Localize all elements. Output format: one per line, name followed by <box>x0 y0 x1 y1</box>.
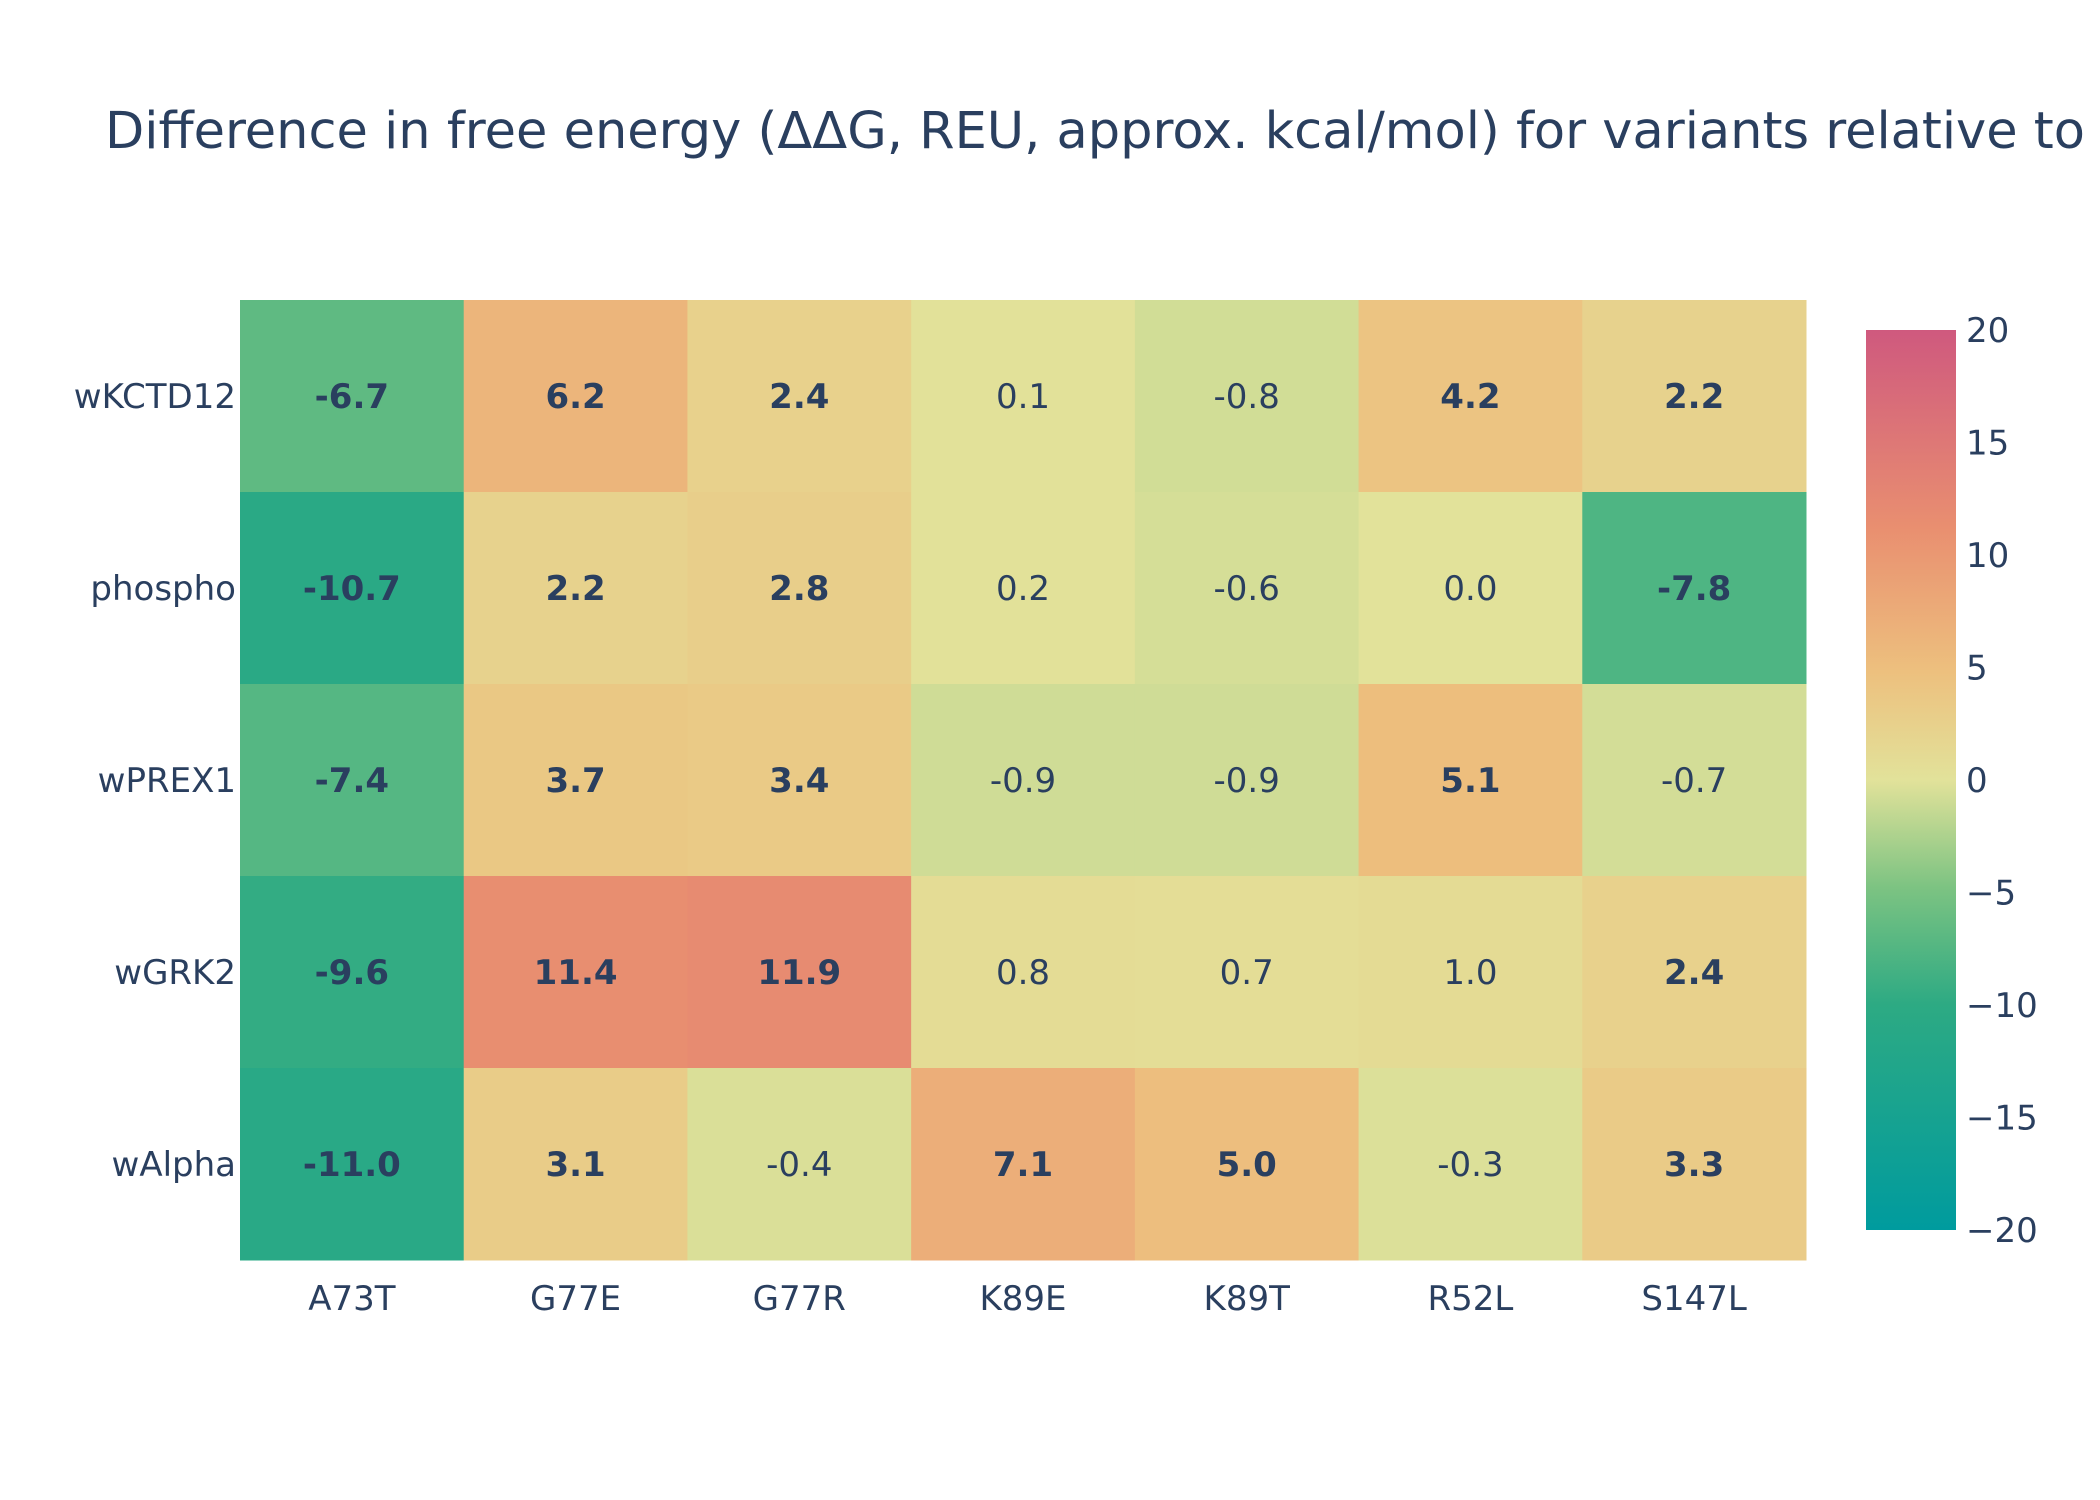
heatmap-cell-label: 2.8 <box>769 569 829 609</box>
heatmap-cell-label: 0.7 <box>1220 953 1274 993</box>
colorbar-tick-label: 15 <box>1966 424 2009 464</box>
heatmap-cell-label: -0.6 <box>1214 569 1280 609</box>
heatmap-cell <box>1134 492 1360 685</box>
y-axis-tick-labels: wKCTD12 phospho wPREX1 wGRK2 wAlpha <box>74 377 236 1185</box>
heatmap-cell-label: 3.4 <box>769 761 829 801</box>
y-tick-label: wAlpha <box>112 1145 236 1185</box>
heatmap-cell <box>463 876 688 1069</box>
heatmap-cell <box>687 300 912 493</box>
heatmap-cell <box>1582 300 1807 493</box>
heatmap-cell-label: 0.2 <box>996 569 1050 609</box>
heatmap-cell-label: -6.7 <box>315 377 389 417</box>
heatmap-cell <box>911 876 1136 1069</box>
heatmap-cell <box>1358 492 1583 685</box>
colorbar-tick-label: 20 <box>1966 311 2009 351</box>
heatmap-cell <box>240 300 465 493</box>
heatmap-cell-label: 1.0 <box>1443 953 1497 993</box>
colorbar-tick-labels: 20 15 10 5 0 −5 −10 −15 −20 <box>1966 311 2038 1251</box>
heatmap-cell-label: -10.7 <box>303 569 401 609</box>
heatmap-cell <box>1134 684 1360 877</box>
colorbar-tick-label: 0 <box>1966 761 1988 801</box>
heatmap-cell-label: 3.1 <box>545 1145 605 1185</box>
x-tick-label: K89E <box>979 1279 1066 1319</box>
heatmap-cell-label: 11.4 <box>534 953 618 993</box>
heatmap-cell <box>911 492 1136 685</box>
colorbar-tick-label: −10 <box>1966 986 2038 1026</box>
heatmap-cell-label: -11.0 <box>303 1145 401 1185</box>
heatmap-cell-label: -9.6 <box>315 953 389 993</box>
heatmap-cell <box>687 684 912 877</box>
heatmap-cell-label: 2.4 <box>1664 953 1724 993</box>
y-tick-label: wKCTD12 <box>74 377 236 417</box>
chart-title: Difference in free energy (ΔΔG, REU, app… <box>105 102 2085 161</box>
heatmap-cell <box>1134 1068 1360 1261</box>
heatmap-cell <box>240 1068 465 1261</box>
heatmap-cell-label: -7.4 <box>315 761 389 801</box>
x-tick-label: A73T <box>308 1279 396 1319</box>
heatmap-cell <box>911 1068 1136 1261</box>
heatmap-cell-label: 3.3 <box>1664 1145 1724 1185</box>
heatmap-cell <box>1582 492 1807 685</box>
heatmap-cell-label: -0.7 <box>1661 761 1727 801</box>
colorbar-tick-label: −15 <box>1966 1099 2038 1139</box>
x-tick-label: G77R <box>753 1279 846 1319</box>
x-tick-label: K89T <box>1204 1279 1291 1319</box>
heatmap-cell-label: -0.9 <box>990 761 1056 801</box>
heatmap-cell-label: 2.4 <box>769 377 829 417</box>
heatmap-cell-label: 2.2 <box>545 569 605 609</box>
heatmap-cell-label: 2.2 <box>1664 377 1724 417</box>
heatmap-cell <box>1582 876 1807 1069</box>
x-axis-tick-labels: A73T G77E G77R K89E K89T R52L S147L <box>308 1279 1747 1319</box>
heatmap-cell <box>1134 876 1360 1069</box>
heatmap-cell <box>463 300 688 493</box>
x-tick-label: G77E <box>530 1279 621 1319</box>
heatmap-cell <box>463 492 688 685</box>
colorbar <box>1866 330 1956 1230</box>
heatmap-cell <box>240 876 465 1069</box>
heatmap-cell <box>1358 876 1583 1069</box>
colorbar-tick-label: 5 <box>1966 649 1988 689</box>
colorbar-tick-label: −5 <box>1966 874 2016 914</box>
heatmap-cell-label: -0.9 <box>1214 761 1280 801</box>
heatmap-cells <box>240 300 1807 1261</box>
heatmap-cell-label: -7.8 <box>1657 569 1731 609</box>
heatmap-cell <box>1582 1068 1807 1261</box>
heatmap-cell-label: -0.8 <box>1214 377 1280 417</box>
heatmap-cell <box>1134 300 1360 493</box>
heatmap-cell-label: 3.7 <box>545 761 605 801</box>
heatmap-cell-label: 7.1 <box>993 1145 1053 1185</box>
heatmap-cell <box>687 876 912 1069</box>
x-tick-label: S147L <box>1641 1279 1746 1319</box>
heatmap-cell-label: 6.2 <box>545 377 605 417</box>
heatmap-cell <box>1582 684 1807 877</box>
heatmap-cell-label: 5.1 <box>1440 761 1500 801</box>
x-tick-label: R52L <box>1428 1279 1514 1319</box>
heatmap-cell <box>911 684 1136 877</box>
heatmap-cell <box>1358 684 1583 877</box>
heatmap-cell <box>463 1068 688 1261</box>
heatmap-cell-labels: -6.7 6.2 2.4 0.1 -0.8 4.2 2.2 -10.7 2.2 2.8 0.2 -0.… <box>303 377 1731 1185</box>
heatmap-cell <box>687 492 912 685</box>
colorbar-tick-label: 10 <box>1966 536 2009 576</box>
heatmap-cell <box>1358 1068 1583 1261</box>
heatmap-cell-label: 0.1 <box>996 377 1050 417</box>
heatmap-cell <box>911 300 1136 493</box>
colorbar-tick-label: −20 <box>1966 1211 2038 1251</box>
y-tick-label: wGRK2 <box>114 953 236 993</box>
heatmap-cell-label: 11.9 <box>757 953 841 993</box>
heatmap-cell-label: -0.3 <box>1437 1145 1503 1185</box>
heatmap-cell <box>1358 300 1583 493</box>
heatmap-cell-label: 0.0 <box>1443 569 1497 609</box>
y-tick-label: phospho <box>90 569 236 609</box>
heatmap-cell-label: 0.8 <box>996 953 1050 993</box>
heatmap-cell <box>240 684 465 877</box>
heatmap-cell-label: -0.4 <box>766 1145 832 1185</box>
heatmap-cell <box>463 684 688 877</box>
heatmap-cell <box>240 492 465 685</box>
y-tick-label: wPREX1 <box>98 761 236 801</box>
heatmap-cell-label: 4.2 <box>1440 377 1500 417</box>
heatmap-cell <box>687 1068 912 1261</box>
heatmap-cell-label: 5.0 <box>1217 1145 1277 1185</box>
